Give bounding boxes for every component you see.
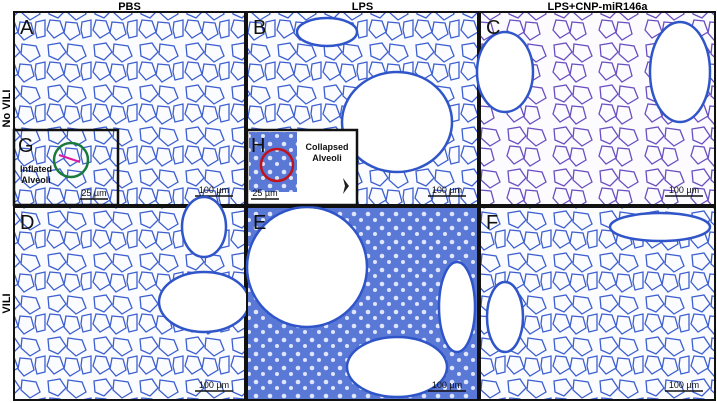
- panel: B 100 µm: [246, 11, 479, 206]
- panel: C 100 µm: [475, 11, 716, 206]
- airspace: [345, 335, 449, 399]
- diameter: [58, 154, 81, 163]
- scale-label: 100 µm: [199, 380, 229, 390]
- panel-letter: B: [253, 17, 266, 39]
- inset-letter: G: [18, 135, 34, 157]
- panel-letter: D: [20, 212, 34, 234]
- airspace: [340, 70, 454, 174]
- scale-label: 100 µm: [199, 185, 229, 195]
- panel-letter: E: [253, 212, 266, 234]
- airspace: [485, 280, 525, 354]
- scale-label: 100 µm: [432, 185, 462, 195]
- inset-label: Inflated: [20, 164, 52, 174]
- airspace: [295, 16, 359, 48]
- scale-label: 25 µm: [81, 188, 106, 198]
- scale-label: 100 µm: [669, 185, 699, 195]
- panel: D 100 µm: [13, 195, 251, 401]
- inset-label: Alveoli: [312, 153, 342, 163]
- airspace: [608, 211, 712, 243]
- scale-label: 100 µm: [432, 380, 462, 390]
- column-header: PBS: [118, 1, 141, 13]
- scale-label: 100 µm: [669, 380, 699, 390]
- collapsed-tissue: [249, 132, 297, 192]
- panel-letter: F: [486, 212, 498, 234]
- highlight-circle: [259, 147, 295, 183]
- airspace: [475, 30, 535, 114]
- panel: E 100 µm: [245, 205, 479, 401]
- airspace: [648, 20, 712, 124]
- airspace: [180, 195, 228, 259]
- scale-label: 25 µm: [252, 188, 277, 198]
- airspace: [245, 205, 369, 329]
- column-header: LPS: [352, 1, 373, 13]
- inset-letter: H: [251, 135, 265, 157]
- panel-letter: A: [20, 17, 34, 39]
- highlight-circle: [52, 141, 90, 179]
- row-label: VILI: [1, 293, 13, 313]
- panel: F 100 µm: [479, 206, 716, 401]
- inset-label: Collapsed: [305, 142, 348, 152]
- column-header: LPS+CNP-miR146a: [548, 1, 649, 13]
- row-label: No VILI: [1, 90, 13, 128]
- airspace: [157, 270, 251, 334]
- arrowhead: [343, 178, 349, 194]
- inset-label: Alveoli: [21, 175, 51, 185]
- airspace: [437, 260, 477, 354]
- panel-letter: C: [486, 17, 500, 39]
